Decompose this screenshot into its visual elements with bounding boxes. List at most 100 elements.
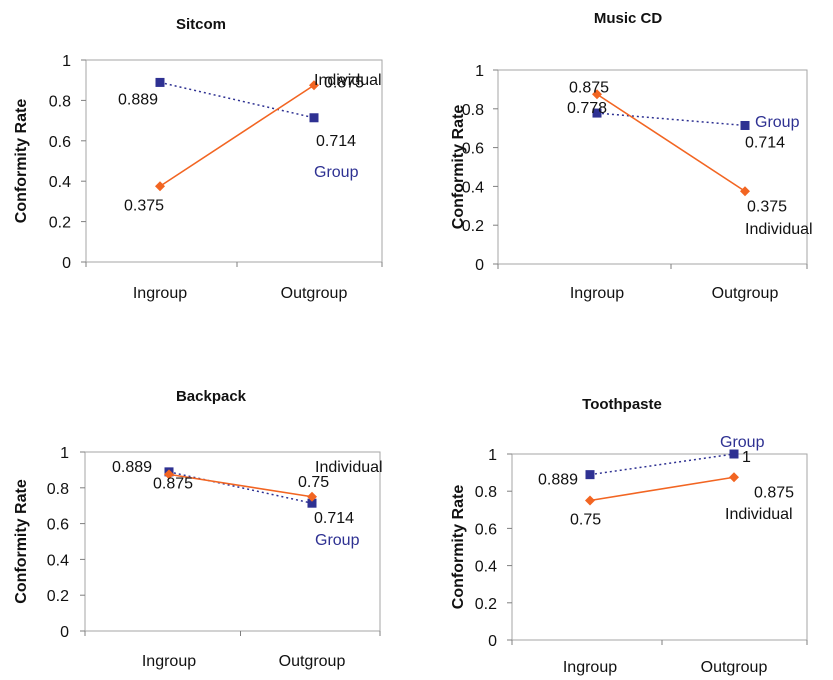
y-axis-label: Conformity Rate (13, 99, 30, 224)
series-name-label: Individual (314, 72, 382, 89)
data-label: 0.75 (570, 512, 601, 529)
y-tick-label: 1 (475, 63, 484, 80)
chart-toothpaste: Toothpaste Conformity Rate 0 0.2 0.4 0.6 0.8 1 I… (450, 396, 808, 676)
y-tick-label: 0 (60, 624, 69, 641)
y-tick-label: 1 (62, 53, 71, 70)
series-name-label: Group (755, 114, 800, 131)
x-category-label: Ingroup (133, 285, 187, 302)
data-label: 0.889 (538, 472, 578, 489)
y-tick-label: 0.2 (462, 218, 484, 235)
x-category-label: Ingroup (563, 659, 617, 676)
plot-area (511, 453, 808, 641)
series-line (589, 476, 735, 502)
data-point-marker (155, 181, 165, 192)
series-name-label: Group (315, 532, 360, 549)
x-category-label: Ingroup (142, 653, 196, 670)
data-label: 0.714 (314, 510, 354, 527)
data-point-marker (585, 470, 595, 480)
chart-sitcom: Sitcom Conformity Rate 0 0.2 0.4 0.6 0.8 1 Ingro… (13, 16, 383, 302)
y-tick-label: 0 (488, 633, 497, 650)
y-tick-label: 0.6 (475, 521, 497, 538)
series-line (168, 471, 313, 504)
y-axis-label: Conformity Rate (450, 105, 467, 230)
data-label: 0.714 (745, 134, 785, 151)
data-label: 0.875 (569, 79, 609, 96)
data-label: 0.714 (316, 133, 356, 150)
data-point-marker (592, 89, 602, 100)
y-tick-label: 0.4 (462, 179, 484, 196)
y-axis-label: Conformity Rate (13, 479, 30, 604)
data-point-marker (155, 77, 165, 87)
x-category-label: Outgroup (279, 653, 346, 670)
series-individual: 0.875 0.375 Individual (569, 79, 813, 238)
y-tick-label: 0.4 (47, 552, 69, 569)
data-label: 0.875 (153, 475, 193, 492)
y-tick-label: 0.8 (475, 484, 497, 501)
y-tick-label: 0.4 (49, 174, 71, 191)
data-point-marker (740, 186, 750, 197)
y-tick-label: 0.8 (462, 102, 484, 119)
y-tick-label: 0.2 (475, 596, 497, 613)
data-point-marker (729, 449, 739, 459)
data-label: 0.875 (324, 74, 364, 91)
series-name-label: Individual (315, 459, 383, 476)
plot-area (85, 59, 383, 263)
data-point-marker (585, 495, 595, 506)
series-line (159, 81, 315, 119)
data-point-marker (164, 469, 174, 480)
data-point-marker (309, 80, 319, 91)
x-category-label: Outgroup (712, 285, 779, 302)
series-group: 0.778 0.714 Group (567, 100, 800, 151)
y-tick-label: 0.6 (49, 134, 71, 151)
data-label: 0.889 (118, 91, 158, 108)
series-name-label: Individual (745, 221, 813, 238)
x-category-label: Ingroup (570, 285, 624, 302)
data-point-marker (592, 108, 602, 118)
series-group: 0.889 0.714 Group (118, 77, 359, 181)
series-line (596, 93, 746, 192)
plot-area (84, 451, 381, 632)
y-tick-label: 0.2 (47, 588, 69, 605)
chart-music-cd: Music CD Conformity Rate 0 0.2 0.4 0.6 0.8 1 Ing… (450, 10, 813, 302)
y-tick-label: 0.6 (47, 517, 69, 534)
data-point-marker (307, 491, 317, 502)
series-line (159, 84, 315, 187)
y-tick-label: 0.8 (47, 481, 69, 498)
data-point-marker (307, 498, 317, 508)
chart-title: Sitcom (176, 16, 226, 33)
series-name-label: Individual (725, 506, 793, 523)
y-tick-label: 0.6 (462, 141, 484, 158)
series-group: 0.889 0.714 Group (112, 459, 360, 549)
series-line (589, 453, 735, 476)
series-individual: 0.75 0.875 Individual (570, 472, 794, 529)
plot-area (497, 69, 808, 265)
y-tick-label: 1 (60, 445, 69, 462)
data-point-marker (729, 472, 739, 483)
series-name-label: Group (314, 164, 359, 181)
series-name-label: Group (720, 434, 765, 451)
y-tick-label: 0 (475, 257, 484, 274)
x-category-label: Outgroup (701, 659, 768, 676)
y-tick-label: 0.8 (49, 93, 71, 110)
chart-backpack: Backpack Conformity Rate 0 0.2 0.4 0.6 0.8 1 Ing… (13, 388, 383, 670)
chart-title: Toothpaste (582, 396, 662, 413)
chart-title: Backpack (176, 388, 247, 405)
data-point-marker (309, 113, 319, 123)
y-tick-label: 0.2 (49, 215, 71, 232)
x-category-label: Outgroup (281, 285, 348, 302)
data-label: 0.375 (124, 197, 164, 214)
data-label: 0.875 (754, 484, 794, 501)
data-label: 0.778 (567, 100, 607, 117)
data-point-marker (740, 120, 750, 130)
chart-title: Music CD (594, 10, 663, 27)
data-label: 0.75 (298, 474, 329, 491)
y-tick-label: 0 (62, 255, 71, 272)
data-label: 0.889 (112, 459, 152, 476)
y-axis-label: Conformity Rate (450, 485, 467, 610)
data-label: 1 (742, 449, 751, 466)
data-label: 0.375 (747, 198, 787, 215)
